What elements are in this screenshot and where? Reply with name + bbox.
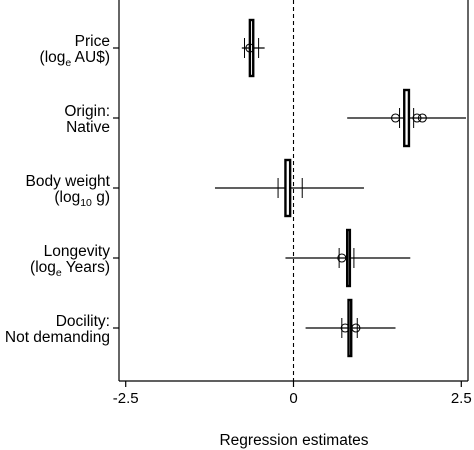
row-label-line1: Docility:: [56, 313, 110, 330]
row-label-line1: Origin:: [64, 103, 110, 120]
estimate-point: [390, 113, 401, 123]
estimate-point: [245, 43, 255, 53]
estimate-bar: [284, 158, 292, 218]
row-label-line2-text: Native: [66, 119, 110, 136]
row-label-line2: Native: [66, 119, 110, 136]
x-axis-title: Regression estimates: [219, 432, 368, 449]
row-label-line2-text: (log: [30, 259, 56, 276]
estimate-point: [417, 113, 427, 123]
row-label-line2-text: (log: [54, 189, 80, 206]
estimate-point: [412, 113, 422, 123]
row-label-subscript: 10: [80, 197, 92, 209]
estimate-bar: [345, 228, 352, 288]
row-label-line2: (loge Years): [30, 259, 110, 279]
estimate-point: [351, 323, 361, 333]
x-tick-label: 0: [289, 390, 297, 407]
estimate-bar: [347, 298, 353, 358]
row-label-line2-suffix: AU$): [71, 49, 110, 66]
estimate-point: [337, 253, 347, 263]
row-label-line2: Not demanding: [5, 329, 110, 346]
row-label-line1: Price: [75, 33, 110, 50]
row-label-line2-text: (log: [40, 49, 66, 66]
x-tick-label: -2.5: [113, 390, 139, 407]
estimate-bar: [403, 88, 411, 148]
row-label-line2-suffix: Years): [62, 259, 110, 276]
row-label-line1: Body weight: [26, 173, 111, 190]
row-label-line2-text: Not demanding: [5, 329, 110, 346]
row-label-line2: (log10 g): [54, 189, 110, 209]
row-label-subscript: e: [65, 57, 71, 69]
row-label-line2: (loge AU$): [40, 49, 110, 69]
row-label-subscript: e: [56, 267, 62, 279]
row-label-line2-suffix: g): [92, 189, 110, 206]
x-tick-label: 2.5: [451, 390, 472, 407]
estimate-bar: [248, 18, 255, 78]
estimate-point: [340, 323, 350, 333]
row-label-line1: Longevity: [44, 243, 111, 260]
